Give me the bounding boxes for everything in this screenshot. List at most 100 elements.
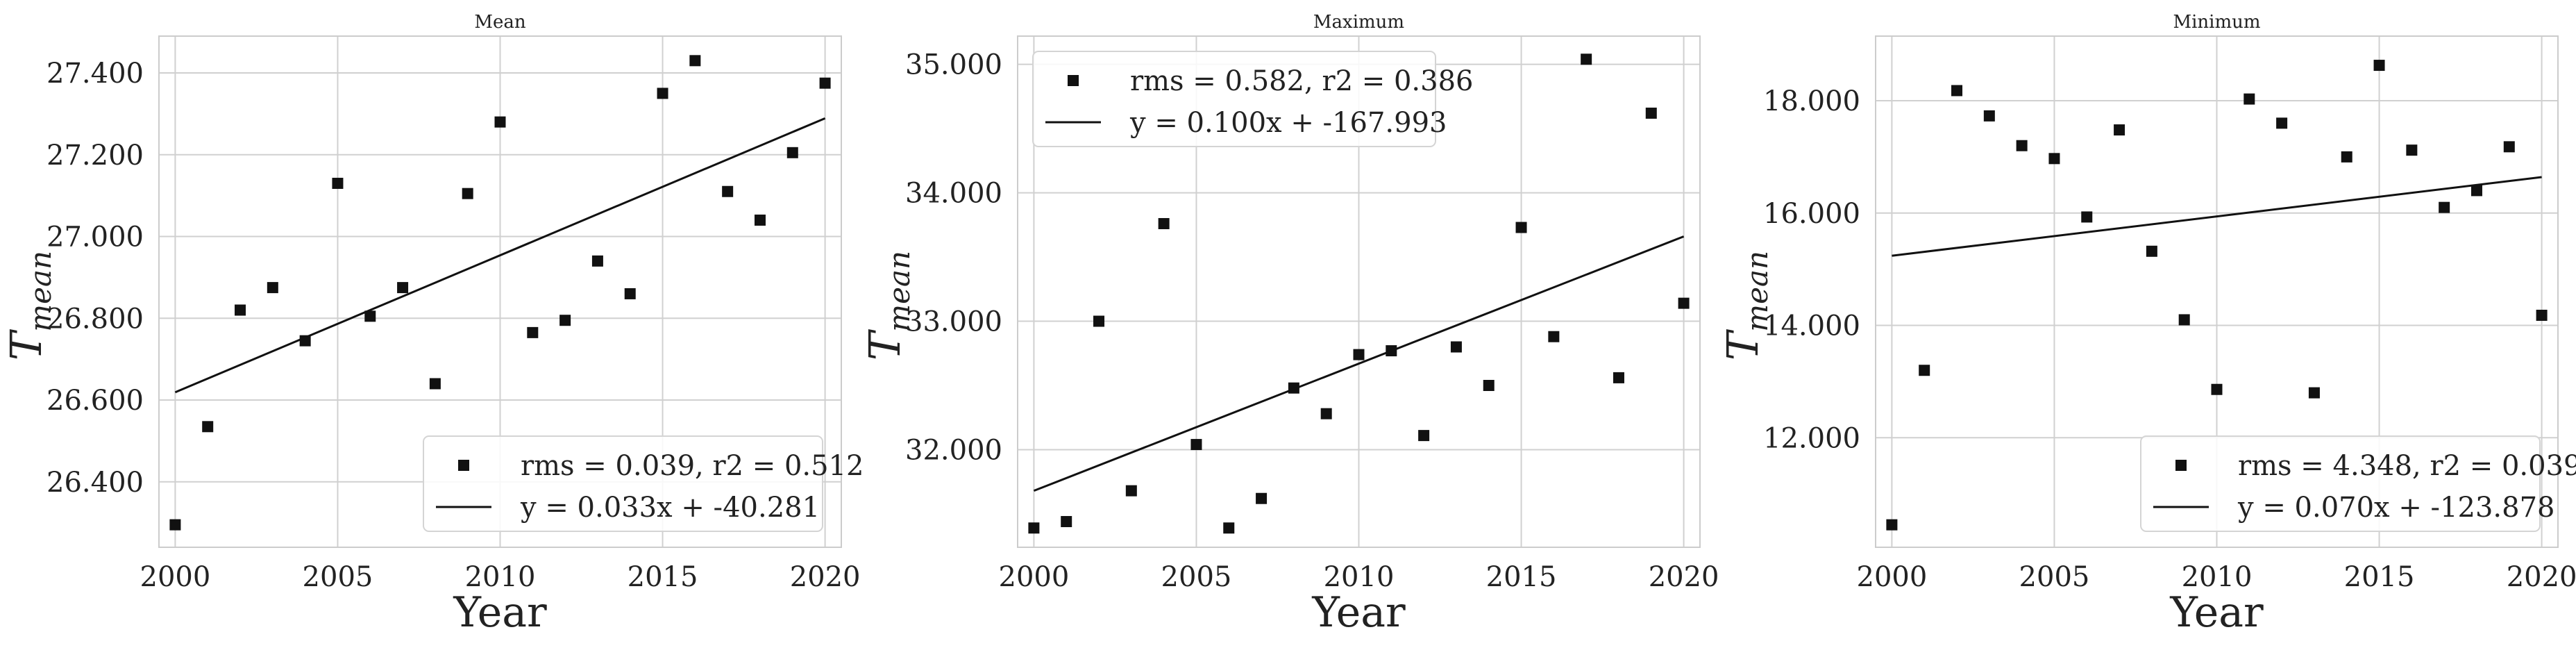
data-point [169, 519, 181, 531]
legend-label: rms = 4.348, r2 = 0.039 [2238, 450, 2576, 482]
data-point [235, 304, 246, 316]
x-tick-label: 2015 [1486, 561, 1557, 593]
data-point [202, 421, 214, 433]
data-point [2536, 309, 2548, 321]
legend-box [423, 435, 823, 532]
y-tick-label: 27.200 [47, 140, 144, 172]
x-tick-label: 2005 [2019, 561, 2090, 593]
data-point [559, 315, 571, 326]
data-point [1613, 372, 1624, 383]
data-point [2081, 211, 2093, 223]
y-axis-label-subscript: mean [882, 251, 916, 332]
y-tick-label: 12.000 [1763, 422, 1860, 454]
data-point [1483, 379, 1495, 391]
y-tick-label: 16.000 [1763, 198, 1860, 230]
x-tick-label: 2005 [1161, 561, 1232, 593]
plot-frame [1875, 35, 2559, 548]
data-point [2406, 144, 2418, 156]
y-axis-label-subscript: mean [24, 251, 58, 332]
data-point [1320, 408, 1332, 419]
data-point [397, 282, 409, 294]
data-point [2178, 314, 2190, 326]
x-axis-label: Year [1311, 588, 1406, 637]
data-point [1548, 331, 1560, 342]
y-tick-label: 34.000 [905, 178, 1002, 210]
x-tick-label: 2000 [1857, 561, 1928, 593]
data-point [527, 326, 539, 338]
x-tick-label: 2000 [140, 561, 211, 593]
data-point [1028, 522, 1040, 534]
data-point [2146, 245, 2157, 257]
x-axis-label: Year [453, 588, 547, 637]
x-tick-label: 2000 [999, 561, 1070, 593]
chart-panel: Minimum 12.000 14.000 16.000 18.000 2000 2005 2… [1717, 12, 2576, 637]
legend-box [1032, 51, 1436, 147]
data-point [1919, 365, 1930, 376]
data-point [1125, 485, 1137, 497]
data-point [1223, 522, 1235, 534]
y-tick-label: 32.000 [905, 434, 1002, 466]
data-point [1190, 439, 1202, 451]
y-axis-label: Tmean [1717, 251, 1774, 360]
data-point [591, 255, 603, 267]
data-point [1093, 315, 1105, 327]
legend: rms = 4.348, r2 = 0.039 y = 0.070x + -123… [2140, 435, 2576, 532]
y-tick-label: 26.400 [47, 467, 144, 499]
data-point [2470, 185, 2482, 197]
chart-panel: Maximum 32.000 33.000 34.000 35.000 2000 2005 2… [859, 12, 1719, 637]
data-point [2373, 60, 2385, 72]
data-point [2048, 153, 2060, 165]
trend-line [1892, 176, 2542, 257]
legend: rms = 0.039, r2 = 0.512 y = 0.033x + -40.… [423, 435, 864, 532]
data-point [429, 378, 441, 390]
legend-label: y = 0.100x + -167.993 [1129, 107, 1447, 139]
y-axis-label-main: T [859, 328, 910, 360]
y-axis-label-main: T [1717, 328, 1768, 360]
data-point [494, 116, 506, 128]
x-tick-label: 2015 [2344, 561, 2415, 593]
x-tick-label: 2010 [2182, 561, 2253, 593]
data-point [1515, 222, 1527, 233]
data-point [624, 288, 636, 299]
y-tick-label: 27.000 [47, 222, 144, 253]
data-point [1450, 341, 1462, 353]
data-point [786, 147, 798, 158]
y-axis-label-main: T [1, 328, 51, 360]
data-point [1886, 519, 1898, 531]
data-point [1158, 217, 1170, 229]
plot-frame [1017, 35, 1701, 548]
data-point [1353, 349, 1365, 360]
y-tick-label: 18.000 [1763, 85, 1860, 117]
chart-title: Mean [474, 12, 526, 33]
data-point [1256, 492, 1268, 504]
data-point [722, 185, 734, 197]
x-tick-label: 2005 [303, 561, 373, 593]
y-tick-label: 26.600 [47, 385, 144, 417]
chart-panel: Mean 26.400 26.600 26.800 27.000 27.200 27.400… [1, 12, 864, 637]
trend-line [1033, 235, 1685, 492]
legend-box [2140, 435, 2541, 532]
y-axis-label-subscript: mean [1740, 251, 1774, 332]
data-point [2276, 117, 2288, 129]
data-point [1983, 110, 1995, 122]
y-axis-label: Tmean [1, 251, 58, 360]
trend-line [174, 117, 826, 394]
y-tick-label: 35.000 [905, 49, 1002, 81]
data-point [2439, 201, 2450, 213]
y-axis-label: Tmean [859, 251, 916, 360]
data-point [689, 55, 701, 67]
plot-frame [158, 35, 842, 548]
data-point [2244, 93, 2255, 105]
x-tick-label: 2010 [1324, 561, 1395, 593]
data-point [2016, 140, 2028, 151]
y-tick-label: 14.000 [1763, 310, 1860, 342]
data-point [2308, 387, 2320, 399]
y-tick-label: 33.000 [905, 306, 1002, 338]
data-point [2503, 141, 2515, 153]
x-axis-label: Year [2169, 588, 2264, 637]
y-tick-label: 27.400 [47, 58, 144, 90]
x-tick-label: 2020 [1649, 561, 1719, 593]
data-point [2341, 151, 2352, 163]
